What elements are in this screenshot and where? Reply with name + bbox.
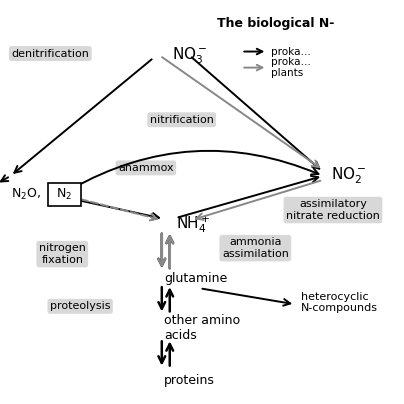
- Text: N$_2$: N$_2$: [56, 186, 72, 202]
- Text: nitrogen
fixation: nitrogen fixation: [39, 243, 86, 265]
- Text: N$_2$O,: N$_2$O,: [11, 186, 40, 202]
- Text: proteins: proteins: [164, 374, 215, 387]
- Text: proteolysis: proteolysis: [50, 301, 110, 311]
- Text: The biological N-: The biological N-: [217, 17, 334, 30]
- Text: heterocyclic
N-compounds: heterocyclic N-compounds: [301, 292, 378, 313]
- Text: assimilatory
nitrate reduction: assimilatory nitrate reduction: [286, 199, 380, 221]
- Text: proka…
plants: proka… plants: [271, 57, 311, 78]
- Text: glutamine: glutamine: [164, 272, 227, 285]
- Text: denitrification: denitrification: [11, 48, 89, 59]
- FancyBboxPatch shape: [48, 183, 80, 206]
- Text: NO$_2^-$: NO$_2^-$: [331, 166, 366, 186]
- Text: nitrification: nitrification: [150, 115, 214, 125]
- Text: NO$_3^-$: NO$_3^-$: [172, 45, 207, 66]
- Text: NH$_4^+$: NH$_4^+$: [176, 213, 210, 235]
- Text: other amino
acids: other amino acids: [164, 314, 240, 342]
- Text: ammonia
assimilation: ammonia assimilation: [222, 237, 289, 259]
- Text: anammox: anammox: [118, 163, 174, 173]
- Text: proka…: proka…: [271, 46, 311, 57]
